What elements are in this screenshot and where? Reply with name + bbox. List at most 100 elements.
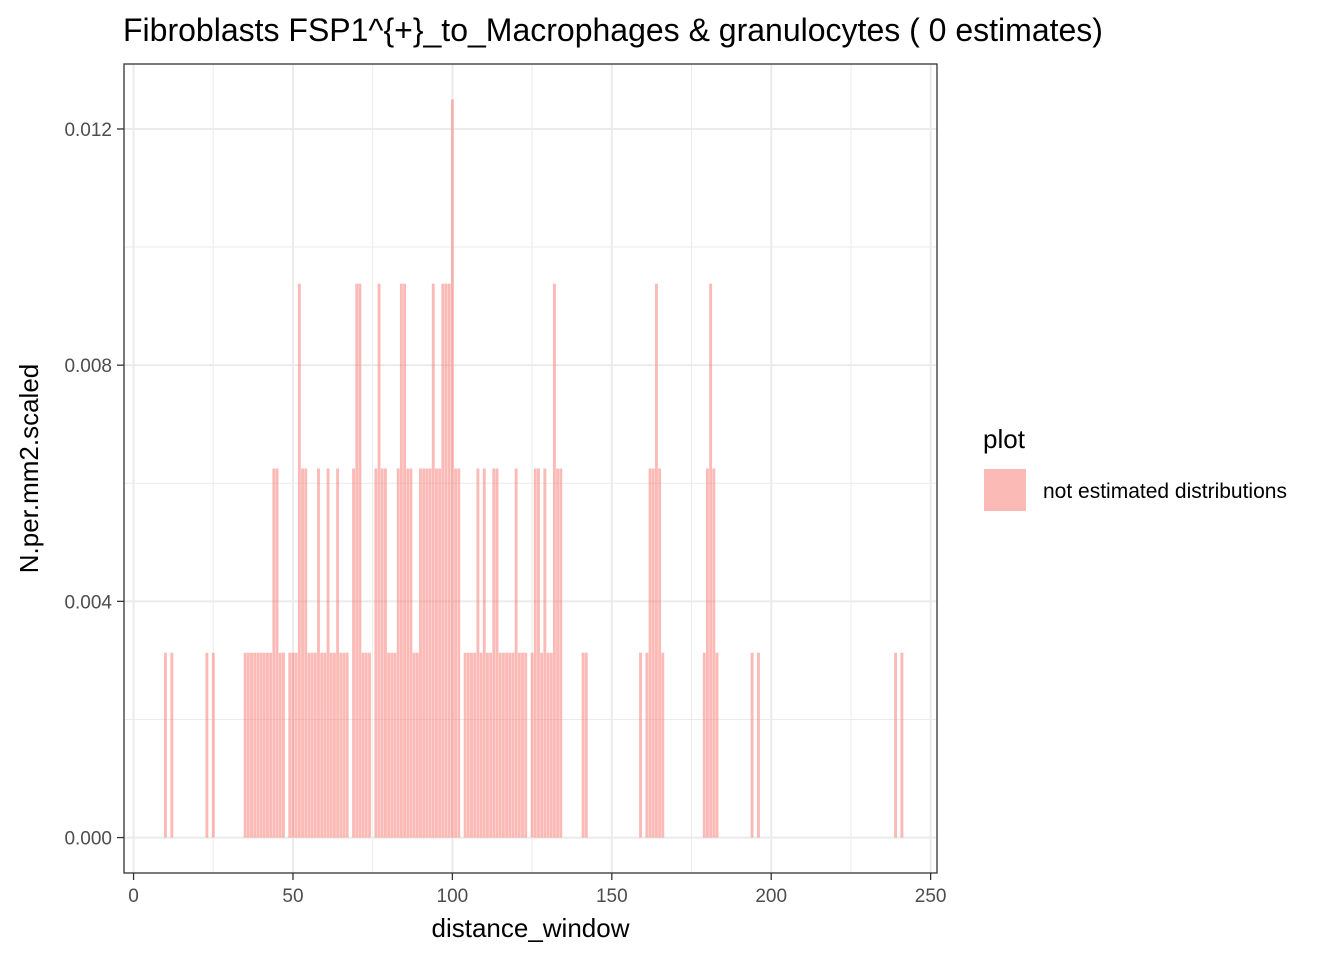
chart-title: Fibroblasts FSP1^{+}_to_Macrophages & gr… (123, 12, 1103, 48)
x-tick-label: 250 (915, 886, 947, 907)
bar (457, 468, 461, 838)
bar (406, 468, 410, 838)
bar (556, 468, 560, 838)
bar (706, 468, 709, 838)
bar (393, 652, 397, 838)
bar (323, 652, 327, 838)
bar (549, 652, 553, 838)
bar (514, 468, 518, 838)
bar (552, 283, 556, 838)
bar (655, 283, 658, 838)
legend-title: plot (983, 424, 1026, 454)
bar (387, 652, 391, 838)
bar (559, 468, 563, 838)
bar (476, 468, 480, 838)
bar (329, 652, 333, 838)
bar (310, 652, 314, 838)
bar (438, 468, 442, 838)
bar (517, 652, 521, 838)
bar (750, 652, 754, 838)
legend: plot not estimated distributions (983, 424, 1287, 511)
bar (342, 652, 346, 838)
bar (524, 652, 528, 838)
x-axis-title: distance_window (431, 913, 629, 943)
x-tick-label: 200 (755, 886, 787, 907)
bar (715, 652, 719, 838)
bar (651, 468, 655, 838)
bar (355, 283, 359, 838)
bar (336, 468, 340, 838)
bar (278, 652, 282, 838)
bar (352, 468, 355, 838)
bar (317, 468, 320, 838)
bar (297, 283, 301, 838)
bar (533, 468, 537, 838)
x-tick-label: 100 (437, 886, 469, 907)
bar (473, 652, 477, 838)
bar (320, 652, 324, 838)
bar (313, 652, 317, 838)
bar (164, 652, 167, 838)
bar (377, 283, 381, 838)
bar (339, 652, 343, 838)
bar (253, 652, 257, 838)
bar (374, 468, 378, 838)
bar (450, 99, 454, 838)
x-tick-label: 50 (282, 886, 303, 907)
bars (164, 99, 904, 838)
bar (380, 468, 384, 838)
x-axis: 0 50 100 150 200 250 (128, 873, 946, 907)
bar (584, 652, 588, 838)
bar (205, 652, 209, 838)
bar (246, 652, 250, 838)
x-tick-label: 150 (596, 886, 628, 907)
bar (702, 652, 706, 838)
bar (661, 652, 665, 838)
bar (250, 652, 253, 838)
bar (281, 652, 285, 838)
y-tick-label: 0.008 (64, 356, 112, 377)
bar (521, 652, 524, 838)
bar (546, 652, 550, 838)
y-tick-label: 0.000 (64, 829, 112, 850)
bar (486, 652, 489, 838)
bar (266, 652, 269, 838)
bar (307, 652, 311, 838)
bar (259, 652, 263, 838)
bar (498, 652, 502, 838)
bar (332, 652, 336, 838)
bar (645, 652, 649, 838)
bar (419, 468, 422, 838)
bar (294, 652, 298, 838)
bar (384, 468, 387, 838)
bar (508, 652, 512, 838)
bar (482, 468, 486, 838)
bar (505, 652, 509, 838)
bar (272, 468, 276, 838)
bar (894, 652, 897, 838)
bar (479, 652, 483, 838)
bar (709, 283, 713, 838)
bar (537, 468, 540, 838)
bar (269, 652, 273, 838)
bar (543, 468, 547, 838)
bar (422, 468, 426, 838)
bar (399, 283, 403, 838)
bar (511, 652, 515, 838)
legend-key (984, 469, 1026, 511)
bar (454, 468, 458, 838)
bar (368, 652, 371, 838)
bar (364, 652, 368, 838)
bar (463, 652, 467, 838)
bar (501, 652, 505, 838)
bar (304, 468, 308, 838)
bar (170, 652, 174, 838)
bar (288, 652, 292, 838)
bar (412, 652, 416, 838)
bar (243, 652, 247, 838)
y-axis-title: N.per.mm2.scaled (14, 364, 44, 574)
bar (466, 652, 470, 838)
bar (425, 468, 429, 838)
bar (345, 652, 349, 838)
